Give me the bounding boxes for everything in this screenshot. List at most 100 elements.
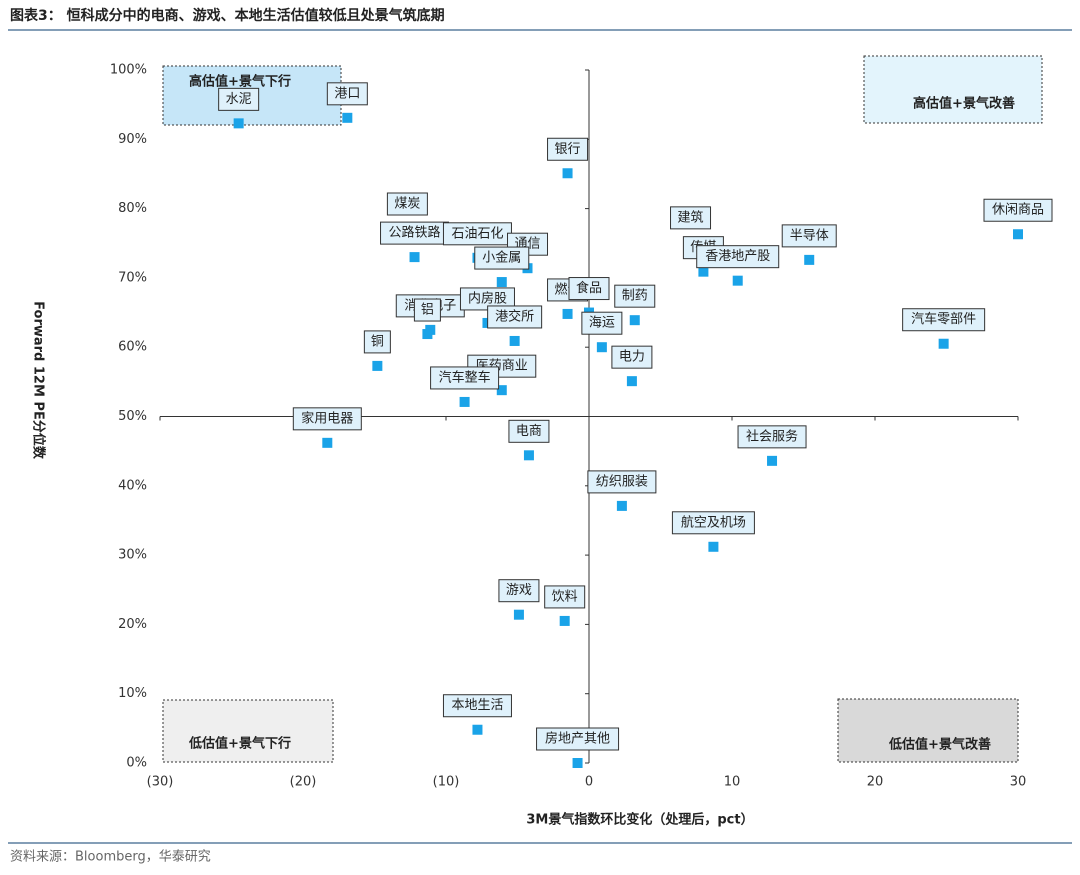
x-tick-label: (20) <box>290 775 317 790</box>
label-box <box>487 305 543 329</box>
point <box>472 724 483 735</box>
x-tick-label: 20 <box>867 775 884 790</box>
y-tick-label: 0% <box>126 756 147 771</box>
x-tick-label: 30 <box>1010 775 1027 790</box>
y-tick-label: 90% <box>118 132 147 147</box>
point-label: 饮料 <box>552 589 578 604</box>
point <box>422 329 433 340</box>
quadrant-label: 低估值+景气下行 <box>188 736 291 752</box>
point-label: 房地产其他 <box>545 731 610 747</box>
point <box>626 376 637 387</box>
label-box <box>292 407 362 431</box>
point <box>708 541 719 552</box>
y-tick-label: 60% <box>118 340 147 355</box>
point-label: 小金属 <box>482 250 521 266</box>
point-label: 食品 <box>576 280 602 296</box>
point <box>938 338 949 349</box>
point-label: 煤炭 <box>394 197 420 212</box>
point <box>559 615 570 626</box>
point-label: 休闲商品 <box>992 203 1044 218</box>
point-label: 汽车零部件 <box>911 311 976 327</box>
quadrant-box <box>162 699 334 763</box>
point <box>342 112 353 123</box>
label-box <box>983 198 1053 222</box>
label-box <box>671 511 755 535</box>
point-label: 银行 <box>555 142 581 157</box>
point-label: 石油石化 <box>451 226 503 241</box>
point-label: 家用电器 <box>301 410 353 426</box>
point-label: 建筑 <box>678 209 704 225</box>
x-axis-label: 3M景气指数环比变化（处理后，pct） <box>526 812 753 828</box>
point <box>496 277 507 288</box>
point-label: 港交所 <box>495 308 534 324</box>
point-label: 电力 <box>619 350 645 365</box>
point <box>804 254 815 265</box>
label-box <box>781 224 837 248</box>
label-box <box>544 585 586 609</box>
point-label: 铝 <box>421 303 434 318</box>
point <box>496 385 507 396</box>
y-tick-label: 40% <box>118 478 147 493</box>
point-label: 本地生活 <box>451 698 503 713</box>
point-label: 纺织服装 <box>596 474 648 489</box>
point-label: 汽车整车 <box>439 369 491 385</box>
point <box>698 266 709 277</box>
y-tick-label: 100% <box>110 63 147 78</box>
quadrant-box <box>863 55 1043 124</box>
point-label: 半导体 <box>790 228 829 243</box>
point-label: 水泥 <box>226 92 252 107</box>
y-tick-label: 30% <box>118 548 147 563</box>
label-box <box>614 284 656 308</box>
point-label: 港口 <box>334 86 360 101</box>
point <box>732 275 743 286</box>
point-label: 航空及机场 <box>681 514 746 530</box>
y-tick-label: 50% <box>118 409 147 424</box>
point-label: 制药 <box>622 289 648 304</box>
label-box <box>442 694 512 718</box>
label-box <box>474 246 530 270</box>
x-tick-label: (30) <box>147 775 174 790</box>
label-box <box>326 82 368 106</box>
x-tick-label: 0 <box>585 775 593 790</box>
y-tick-label: 80% <box>118 201 147 216</box>
label-box <box>386 192 428 216</box>
point-label: 电商 <box>516 424 542 439</box>
label-box <box>568 277 610 301</box>
source: 资料来源：Bloomberg，华泰研究 <box>10 850 211 865</box>
point-label: 游戏 <box>506 583 532 598</box>
label-box <box>611 345 653 369</box>
quadrant-box <box>837 698 1019 763</box>
y-tick-label: 20% <box>118 617 147 632</box>
quadrant-label: 低估值+景气改善 <box>888 737 991 753</box>
point <box>509 335 520 346</box>
label-box <box>581 311 623 335</box>
label-box <box>670 206 712 230</box>
point <box>616 500 627 511</box>
point <box>513 609 524 620</box>
point <box>233 118 244 129</box>
point-label: 公路铁路 <box>389 225 441 241</box>
label-box <box>430 366 500 390</box>
chart-title: 图表3： 恒科成分中的电商、游戏、本地生活估值较低且处景气筑底期 <box>10 7 445 24</box>
label-box <box>413 298 441 322</box>
label-box <box>587 470 657 494</box>
point-label: 内房股 <box>468 290 507 306</box>
point <box>523 450 534 461</box>
x-tick-label: 10 <box>724 775 741 790</box>
point-label: 社会服务 <box>746 428 798 444</box>
point <box>372 360 383 371</box>
label-box <box>218 87 260 111</box>
x-tick-label: (10) <box>433 775 460 790</box>
point-label: 香港地产股 <box>705 249 770 264</box>
y-axis-label: Forward 12M PE分位数 <box>31 301 47 460</box>
point <box>596 342 607 353</box>
point <box>409 252 420 263</box>
point <box>322 437 333 448</box>
y-tick-label: 70% <box>118 270 147 285</box>
point <box>459 396 470 407</box>
label-box <box>536 727 620 751</box>
point <box>562 168 573 179</box>
label-box <box>363 330 391 354</box>
label-box <box>902 308 986 332</box>
